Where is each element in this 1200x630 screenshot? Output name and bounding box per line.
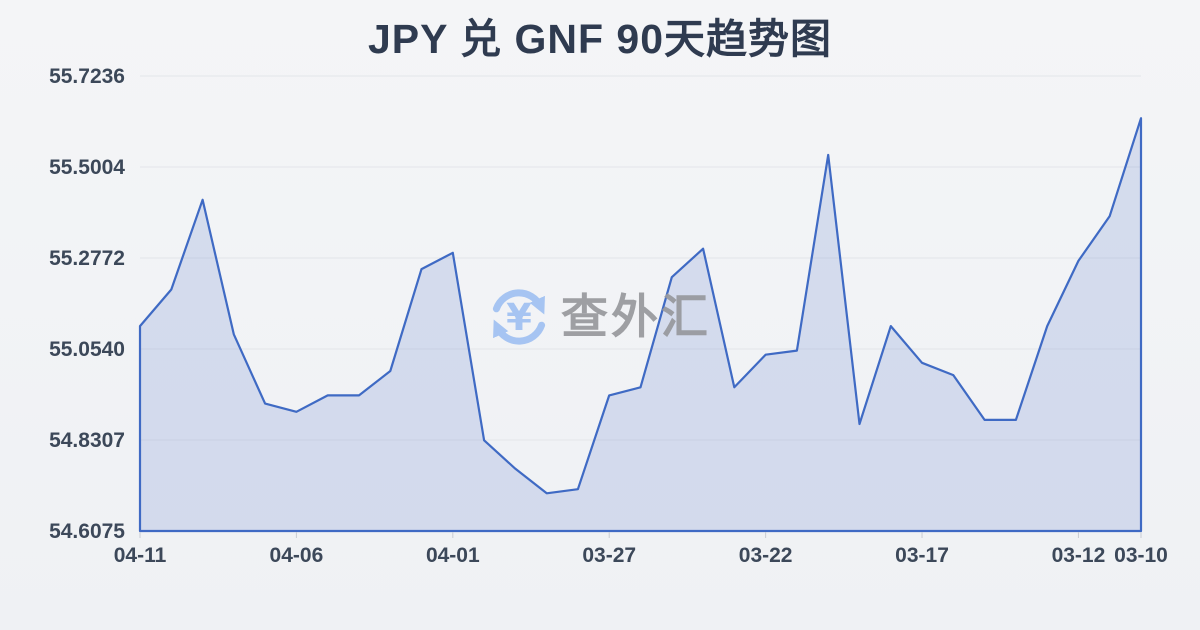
- watermark-text: 查外汇: [561, 290, 711, 343]
- x-axis-label: 04-11: [114, 544, 167, 567]
- y-axis-label: 55.2772: [49, 247, 125, 270]
- x-axis-label: 03-12: [1052, 544, 1106, 567]
- y-axis-label: 55.0540: [49, 338, 125, 361]
- x-axis-label: 03-22: [739, 544, 793, 567]
- y-axis-label: 54.6075: [49, 520, 125, 543]
- x-axis-label: 03-10: [1114, 544, 1168, 567]
- chart-title: JPY 兑 GNF 90天趋势图: [367, 16, 833, 62]
- y-axis-label: 55.7236: [49, 65, 125, 88]
- y-axis-label: 54.8307: [49, 429, 125, 452]
- watermark: ¥ 查外汇: [484, 283, 711, 351]
- x-axis-label: 03-27: [582, 544, 636, 567]
- x-axis-label: 04-01: [426, 544, 480, 567]
- trend-area-line: [138, 117, 1143, 533]
- x-axis-label: 03-17: [895, 544, 949, 567]
- x-axis-label: 04-06: [270, 544, 324, 567]
- currency-exchange-icon: ¥: [492, 289, 546, 345]
- yen-symbol: ¥: [506, 296, 532, 339]
- y-axis-label: 55.5004: [49, 156, 125, 179]
